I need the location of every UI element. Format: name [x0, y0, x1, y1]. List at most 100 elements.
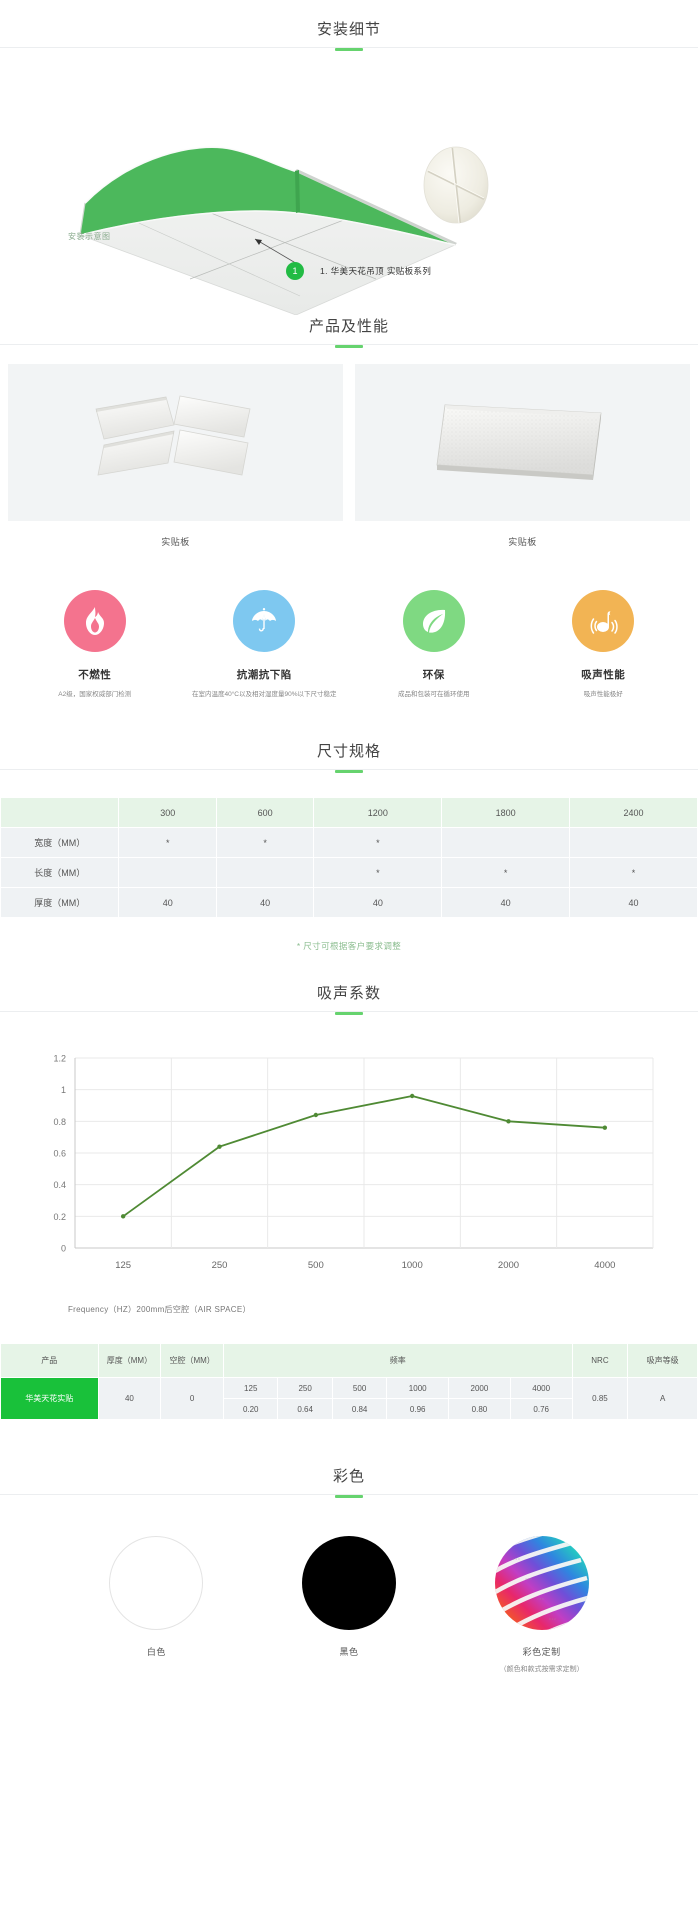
cell-coefficient: 0.20 [223, 1398, 279, 1420]
panel-single-image [435, 404, 602, 480]
table-row: 宽度（MM） * * * [0, 827, 698, 858]
product-label: 实贴板 [161, 537, 190, 547]
section-rule [0, 47, 698, 48]
table-header-row: 产品 厚度（MM） 空腔（MM） 频率 NRC 吸声等级 [0, 1343, 698, 1378]
color-label: 彩色定制 [522, 1647, 561, 1657]
chart-data-point [313, 1112, 319, 1118]
feature-list: 不燃性 A2级，国家权威部门检测 抗潮抗下陷 在室内温度40°C以及相对湿度量9… [0, 548, 698, 740]
cell-frequency: 125 [223, 1377, 279, 1399]
section-underline [335, 770, 363, 773]
col-header-product: 产品 [0, 1343, 99, 1378]
col-header: 1800 [441, 797, 571, 828]
section-rule [0, 1494, 698, 1495]
feature-item-acoustic: 吸声性能 吸声性能极好 [519, 590, 689, 700]
chart-data-point [409, 1093, 415, 1099]
section-heading-size: 尺寸规格 [0, 740, 698, 775]
y-axis-tick: 0.2 [53, 1212, 66, 1222]
y-axis-tick: 1.2 [53, 1054, 66, 1064]
cell: 40 [215, 887, 315, 918]
feature-desc: 吸声性能极好 [583, 691, 623, 698]
col-header-cavity: 空腔（MM） [160, 1343, 225, 1378]
x-axis-tick: 4000 [594, 1260, 615, 1271]
feature-title: 环保 [422, 669, 445, 681]
cell-coefficient: 0.76 [509, 1398, 573, 1420]
x-axis-tick: 1000 [402, 1260, 423, 1271]
spacer [0, 1420, 698, 1465]
feature-icon-bubble [572, 590, 635, 652]
y-axis-tick: 1 [61, 1085, 66, 1095]
color-swatch-palette: 1 2 3 4 5 6 7 8 9 0 1 2 [494, 1536, 589, 1630]
chart-data-point [217, 1144, 222, 1149]
product-label: 实贴板 [508, 537, 537, 547]
chart-line-series [122, 1095, 605, 1218]
chart-data-point [506, 1119, 511, 1124]
x-axis-tick: 250 [212, 1260, 228, 1271]
cell [569, 827, 698, 858]
svg-text:1 2 3: 1 2 3 [513, 1557, 520, 1561]
ceiling-install-illustration [78, 146, 489, 315]
feature-title: 吸声性能 [581, 669, 626, 681]
chart-data-point [602, 1125, 608, 1130]
color-option-custom[interactable]: 1 2 3 4 5 6 7 8 9 0 1 2 彩色定制 （颜色和款式按需求定制） [445, 1536, 638, 1674]
cell: * [313, 827, 443, 858]
install-diagram-caption: 安装示意图 [68, 232, 111, 241]
svg-text:7 8 9: 7 8 9 [537, 1597, 544, 1601]
absorption-data-table: 产品 厚度（MM） 空腔（MM） 频率 NRC 吸声等级 华美天花实贴 40 0… [0, 1343, 698, 1420]
cell: 40 [118, 887, 217, 918]
section-title: 产品及性能 [308, 318, 389, 335]
cell: 40 [313, 887, 443, 918]
product-card[interactable]: 实贴板 [355, 364, 690, 548]
x-axis-tick: 500 [308, 1260, 324, 1271]
product-image-single [355, 364, 690, 521]
svg-text:4 5 6: 4 5 6 [525, 1577, 532, 1581]
sound-note-icon [590, 611, 618, 634]
col-header-thickness: 厚度（MM） [97, 1343, 162, 1378]
cell-product: 华美天花实贴 [0, 1377, 99, 1420]
top-spacer [0, 0, 698, 18]
cell-grade: A [627, 1377, 698, 1420]
section-rule [0, 344, 698, 345]
color-options: 白色 黑色 [0, 1500, 698, 1674]
feature-icon-bubble [402, 590, 465, 652]
color-option-white[interactable]: 白色 [60, 1536, 253, 1674]
row-label: 宽度（MM） [0, 827, 120, 858]
product-image-tiles [8, 364, 343, 521]
section-underline [335, 48, 363, 51]
color-label: 黑色 [339, 1647, 359, 1657]
section-underline [335, 345, 363, 348]
cell-thickness: 40 [97, 1377, 162, 1420]
feature-icon-bubble [233, 590, 296, 652]
col-header: 1200 [313, 797, 443, 828]
cell-coefficient: 0.84 [331, 1398, 388, 1420]
color-option-black[interactable]: 黑色 [253, 1536, 446, 1674]
product-card[interactable]: 实贴板 [8, 364, 343, 548]
absorption-table-section: 产品 厚度（MM） 空腔（MM） 频率 NRC 吸声等级 华美天花实贴 40 0… [0, 1315, 698, 1420]
table-header-row: 300 600 1200 1800 2400 [0, 797, 698, 828]
section-title: 安装细节 [316, 21, 381, 38]
feature-item-moisture: 抗潮抗下陷 在室内温度40°C以及相对湿度量90%以下尺寸稳定 [180, 590, 350, 700]
size-table-note: * 尺寸可根据客户要求调整 [296, 941, 402, 951]
feature-item-noncombustible: 不燃性 A2级，国家权威部门检测 [10, 590, 180, 700]
svg-text:0 1 2: 0 1 2 [549, 1617, 556, 1621]
section-title: 尺寸规格 [316, 743, 381, 760]
size-spec-section: 300 600 1200 1800 2400 宽度（MM） * * * 长度 [0, 775, 698, 952]
umbrella-icon [252, 608, 277, 632]
section-rule [0, 1011, 698, 1012]
table-row: 长度（MM） * * * [0, 857, 698, 888]
flame-icon [85, 607, 104, 635]
section-underline [335, 1495, 363, 1498]
callout-label: 1. 华美天花吊顶 实贴板系列 [320, 266, 432, 276]
feature-desc: 成品和包装可在循环使用 [398, 691, 470, 698]
cell-cavity: 0 [160, 1377, 225, 1420]
cell-nrc: 0.85 [571, 1377, 629, 1420]
feature-icon-bubble [63, 590, 126, 652]
cell: 40 [569, 887, 698, 918]
y-axis-tick: 0.6 [53, 1149, 66, 1159]
install-callout: 1 1. 华美天花吊顶 实贴板系列 [286, 262, 431, 280]
cell-frequency: 500 [331, 1377, 388, 1399]
y-axis-tick: 0.8 [53, 1117, 66, 1127]
x-axis-tick: 2000 [498, 1260, 519, 1271]
section-rule [0, 769, 698, 770]
color-swatch-white [109, 1536, 204, 1630]
cell: * [569, 857, 698, 888]
